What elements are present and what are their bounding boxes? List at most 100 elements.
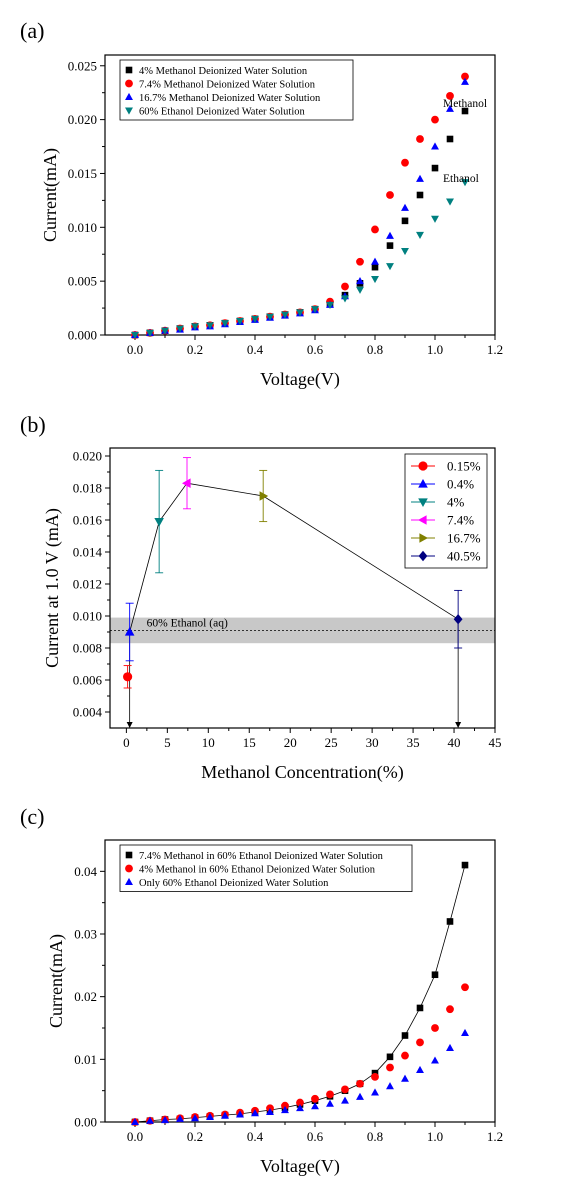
legend-label: 40.5% bbox=[447, 549, 481, 564]
data-point bbox=[296, 309, 304, 317]
legend-label: Only 60% Ethanol Deionized Water Solutio… bbox=[139, 878, 329, 889]
legend-label: 4% Methanol in 60% Ethanol Deionized Wat… bbox=[139, 864, 376, 875]
data-point bbox=[386, 1053, 394, 1061]
legend-box bbox=[404, 453, 488, 569]
data-point bbox=[461, 1028, 469, 1036]
drop-arrow-head bbox=[126, 722, 133, 728]
y-tick-label: 0.015 bbox=[68, 166, 97, 181]
legend-label: 16.7% Methanol Deionized Water Solution bbox=[139, 93, 321, 104]
data-point bbox=[251, 315, 259, 323]
y-tick-label: 0.004 bbox=[73, 705, 103, 720]
data-point bbox=[251, 1109, 259, 1117]
y-tick-label: 0.010 bbox=[68, 220, 97, 235]
y-tick-label: 0.04 bbox=[74, 864, 97, 879]
data-point bbox=[191, 1114, 199, 1122]
panel-label: (a) bbox=[20, 18, 44, 43]
data-point bbox=[431, 215, 439, 223]
x-axis-label: Voltage(V) bbox=[260, 369, 340, 390]
data-point bbox=[182, 478, 191, 488]
y-tick-label: 0.018 bbox=[73, 481, 102, 496]
data-point bbox=[416, 174, 424, 182]
x-tick-label: 1.2 bbox=[487, 342, 503, 357]
data-point bbox=[446, 918, 454, 925]
data-point bbox=[236, 318, 244, 326]
data-point bbox=[401, 1074, 409, 1082]
data-point bbox=[176, 325, 184, 333]
data-point bbox=[431, 164, 439, 172]
panel-label: (b) bbox=[20, 412, 46, 437]
data-point bbox=[401, 1051, 409, 1060]
data-point bbox=[461, 861, 469, 869]
legend-label: 60% Ethanol Deionized Water Solution bbox=[139, 106, 306, 117]
data-point bbox=[356, 277, 364, 285]
y-axis-label: Current at 1.0 V (mA) bbox=[42, 508, 63, 668]
data-point bbox=[386, 263, 394, 271]
data-point bbox=[191, 323, 199, 331]
data-point bbox=[401, 1032, 409, 1039]
data-point bbox=[161, 327, 169, 335]
data-point bbox=[446, 92, 454, 100]
legend-marker bbox=[125, 851, 133, 859]
band-label: 60% Ethanol (aq) bbox=[147, 617, 228, 629]
annotation-methanol: Methanol bbox=[443, 98, 487, 110]
legend-marker bbox=[125, 877, 133, 885]
data-point bbox=[311, 1102, 319, 1110]
data-point bbox=[259, 491, 269, 501]
data-point bbox=[326, 1099, 334, 1107]
data-point bbox=[401, 248, 409, 256]
legend-marker bbox=[419, 533, 428, 543]
data-point bbox=[416, 231, 424, 239]
drop-arrow-head bbox=[455, 722, 462, 728]
x-tick-label: 0.6 bbox=[307, 342, 324, 357]
x-tick-label: 0.0 bbox=[127, 342, 143, 357]
data-point bbox=[154, 518, 164, 527]
x-tick-label: 5 bbox=[164, 735, 171, 750]
data-point bbox=[431, 142, 439, 150]
data-point bbox=[386, 231, 394, 239]
data-point bbox=[416, 191, 424, 199]
data-point bbox=[371, 1088, 379, 1096]
chart-panel-2: (b) 60% Ethanol (aq) 0 5 10 15 20 25 30 35 40 45 0.0… bbox=[20, 412, 502, 783]
data-point bbox=[341, 1085, 349, 1094]
data-point bbox=[371, 263, 379, 271]
x-tick-label: 0.2 bbox=[187, 342, 203, 357]
data-point bbox=[124, 627, 135, 636]
x-tick-label: 0.0 bbox=[127, 1129, 143, 1144]
x-tick-label: 35 bbox=[407, 735, 420, 750]
data-point bbox=[266, 1107, 274, 1115]
plot-frame bbox=[104, 839, 496, 1123]
data-point bbox=[221, 320, 229, 328]
data-point bbox=[386, 1063, 394, 1072]
data-point bbox=[281, 1101, 289, 1110]
series-1 bbox=[131, 861, 469, 1126]
data-point bbox=[386, 191, 394, 199]
y-tick-label: 0.000 bbox=[68, 328, 97, 343]
x-tick-label: 45 bbox=[489, 735, 502, 750]
data-point bbox=[453, 614, 463, 625]
x-tick-label: 10 bbox=[202, 735, 215, 750]
data-point bbox=[416, 1065, 424, 1073]
legend-box bbox=[119, 59, 354, 121]
data-point bbox=[131, 1117, 139, 1125]
data-point bbox=[431, 1056, 439, 1064]
y-axis-label: Current(mA) bbox=[40, 148, 61, 242]
x-tick-label: 0 bbox=[123, 735, 130, 750]
data-point bbox=[131, 332, 139, 340]
data-point bbox=[296, 1104, 304, 1112]
legend-marker bbox=[418, 479, 428, 488]
panel-label: (c) bbox=[20, 804, 44, 829]
data-point bbox=[386, 242, 394, 249]
data-point bbox=[461, 983, 469, 992]
x-tick-label: 1.2 bbox=[487, 1129, 503, 1144]
data-point bbox=[461, 77, 469, 85]
data-point bbox=[446, 1043, 454, 1052]
y-tick-label: 0.006 bbox=[73, 673, 103, 688]
data-point bbox=[146, 1116, 154, 1124]
chart-panel-1: (a) 0.0 0.2 0.4 0.6 0.8 1.0 1.2 0.000 0.005 0.010 0… bbox=[20, 18, 503, 390]
data-point bbox=[281, 1105, 289, 1114]
legend-label: 7.4% Methanol in 60% Ethanol Deionized W… bbox=[139, 851, 384, 862]
x-tick-label: 0.8 bbox=[367, 342, 383, 357]
x-tick-label: 30 bbox=[366, 735, 379, 750]
data-point bbox=[206, 322, 214, 330]
